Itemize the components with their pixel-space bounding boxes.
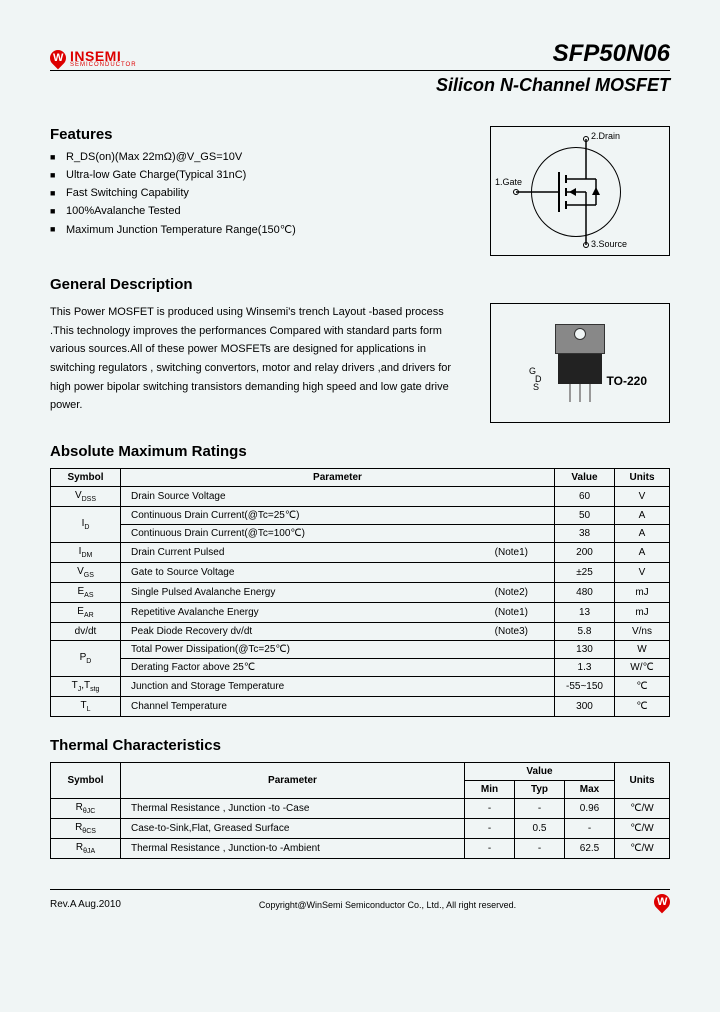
table-row: dv/dtPeak Diode Recovery dv/dt(Note3)5.8… [51, 623, 670, 641]
feature-item: Fast Switching Capability [50, 187, 296, 199]
thermal-section: Thermal Characteristics Symbol Parameter… [50, 737, 670, 859]
pin-source-label: 3.Source [591, 239, 627, 249]
page-subtitle: Silicon N-Channel MOSFET [50, 75, 670, 96]
to220-package [555, 324, 605, 402]
table-row: Derating Factor above 25℃1.3W/℃ [51, 659, 670, 677]
datasheet-page: W INSEMI SEMICONDUCTOR SFP50N06 Silicon … [0, 0, 720, 930]
brand-logo: W INSEMI SEMICONDUCTOR [50, 48, 137, 68]
header-parameter: Parameter [121, 763, 465, 799]
footer-copyright: Copyright@WinSemi Semiconductor Co., Ltd… [121, 900, 654, 910]
table-row: TJ,TstgJunction and Storage Temperature-… [51, 677, 670, 697]
logo-text-block: INSEMI SEMICONDUCTOR [70, 48, 137, 68]
header-symbol: Symbol [51, 469, 121, 487]
table-row: VDSSDrain Source Voltage60V [51, 487, 670, 507]
table-row: RθCSCase-to-Sink,Flat, Greased Surface-0… [51, 819, 670, 839]
features-block: Features R_DS(on)(Max 22mΩ)@V_GS=10V Ult… [50, 126, 296, 242]
footer-logo-icon: W [651, 891, 674, 914]
abs-max-table: Symbol Parameter Value Units VDSSDrain S… [50, 468, 670, 717]
header-units: Units [615, 469, 670, 487]
thermal-title: Thermal Characteristics [50, 737, 670, 754]
pin-s-label: S [533, 382, 539, 392]
general-description-section: General Description This Power MOSFET is… [50, 276, 670, 423]
header-parameter: Parameter [121, 469, 555, 487]
logo-icon: W [47, 47, 70, 70]
footer-revision: Rev.A Aug.2010 [50, 899, 121, 910]
table-row: IDMDrain Current Pulsed(Note1)200A [51, 543, 670, 563]
features-title: Features [50, 126, 296, 143]
package-diagram: G D S TO-220 [490, 303, 670, 423]
feature-item: Maximum Junction Temperature Range(150℃) [50, 223, 296, 236]
page-header: W INSEMI SEMICONDUCTOR SFP50N06 [50, 40, 670, 71]
header-min: Min [465, 781, 515, 799]
feature-item: 100%Avalanche Tested [50, 205, 296, 217]
header-value: Value [465, 763, 615, 781]
table-row: EASSingle Pulsed Avalanche Energy(Note2)… [51, 583, 670, 603]
symbol-diagram: 2.Drain 1.Gate 3.Source [490, 126, 670, 256]
mosfet-symbol-svg [491, 127, 671, 257]
features-section: Features R_DS(on)(Max 22mΩ)@V_GS=10V Ult… [50, 126, 670, 256]
brand-subtitle: SEMICONDUCTOR [70, 62, 137, 68]
table-row: VGSGate to Source Voltage±25V [51, 563, 670, 583]
pin-gate-label: 1.Gate [495, 177, 522, 187]
part-number: SFP50N06 [553, 40, 670, 68]
table-row: EARRepetitive Avalanche Energy(Note1)13m… [51, 603, 670, 623]
abs-max-title: Absolute Maximum Ratings [50, 443, 670, 460]
package-label: TO-220 [607, 374, 647, 388]
table-header-row: Symbol Parameter Value Units [51, 763, 670, 781]
header-units: Units [615, 763, 670, 799]
general-desc-title: General Description [50, 276, 670, 293]
header-symbol: Symbol [51, 763, 121, 799]
feature-item: Ultra-low Gate Charge(Typical 31nC) [50, 169, 296, 181]
table-row: TLChannel Temperature300℃ [51, 697, 670, 717]
description-row: This Power MOSFET is produced using Wins… [50, 303, 670, 423]
table-row: IDContinuous Drain Current(@Tc=25℃)50A [51, 507, 670, 525]
table-header-row: Symbol Parameter Value Units [51, 469, 670, 487]
table-row: RθJAThermal Resistance , Junction-to -Am… [51, 839, 670, 859]
description-text: This Power MOSFET is produced using Wins… [50, 303, 490, 415]
header-value: Value [555, 469, 615, 487]
absolute-maximum-section: Absolute Maximum Ratings Symbol Paramete… [50, 443, 670, 717]
header-max: Max [565, 781, 615, 799]
table-row: Continuous Drain Current(@Tc=100℃)38A [51, 525, 670, 543]
pin-drain-label: 2.Drain [591, 131, 620, 141]
page-footer: Rev.A Aug.2010 Copyright@WinSemi Semicon… [50, 889, 670, 910]
table-row: RθJCThermal Resistance , Junction -to -C… [51, 799, 670, 819]
header-typ: Typ [515, 781, 565, 799]
features-list: R_DS(on)(Max 22mΩ)@V_GS=10V Ultra-low Ga… [50, 151, 296, 236]
feature-item: R_DS(on)(Max 22mΩ)@V_GS=10V [50, 151, 296, 163]
table-row: PDTotal Power Dissipation(@Tc=25℃)130W [51, 641, 670, 659]
thermal-table: Symbol Parameter Value Units Min Typ Max… [50, 762, 670, 859]
